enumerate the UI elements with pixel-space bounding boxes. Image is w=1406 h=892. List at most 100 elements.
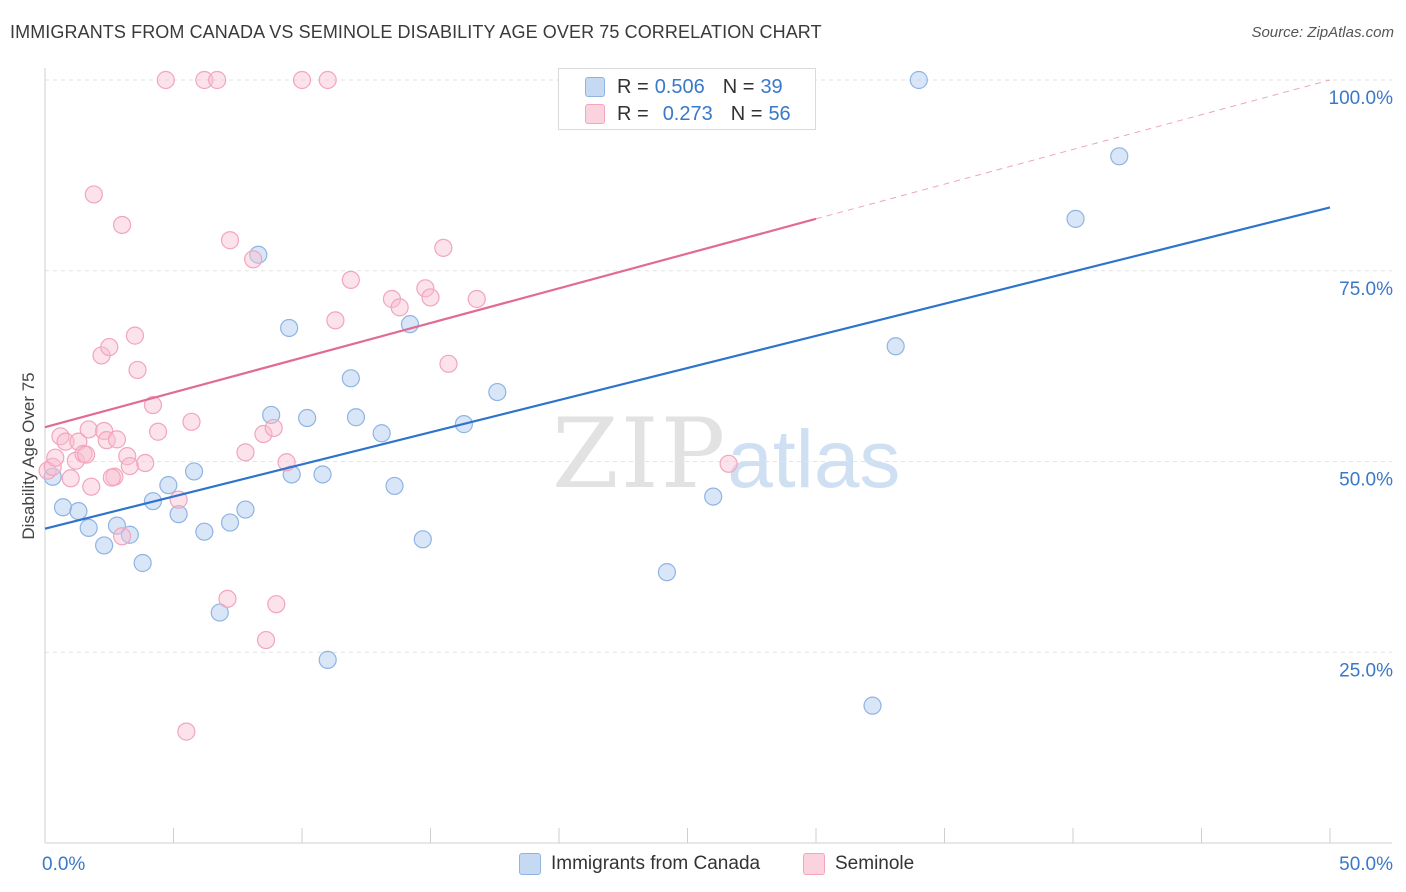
- data-point-canada: [1066, 209, 1085, 228]
- data-point-seminole: [220, 231, 240, 250]
- data-point-canada: [69, 501, 88, 521]
- data-point-canada: [79, 518, 98, 537]
- bottom-legend-canada: Immigrants from Canada: [519, 852, 760, 876]
- chart-title: IMMIGRANTS FROM CANADA VS SEMINOLE DISAB…: [10, 22, 822, 42]
- data-point-seminole: [341, 270, 360, 290]
- data-point-seminole: [326, 311, 345, 330]
- data-point-seminole: [77, 445, 96, 464]
- legend-r-label: R =: [617, 75, 649, 98]
- data-point-canada: [372, 424, 391, 443]
- x-tick-label: 0.0%: [42, 854, 85, 875]
- data-point-seminole: [112, 215, 132, 235]
- data-point-canada: [220, 513, 240, 532]
- bottom-legend-label-canada: Immigrants from Canada: [551, 853, 761, 874]
- data-point-seminole: [267, 595, 286, 614]
- data-point-canada: [184, 462, 204, 481]
- data-point-canada: [313, 465, 332, 484]
- data-point-canada: [120, 525, 139, 544]
- data-point-seminole: [107, 430, 127, 449]
- data-point-seminole: [390, 298, 409, 317]
- data-point-canada: [1110, 147, 1129, 166]
- data-point-seminole: [156, 70, 175, 90]
- y-tick-label: 25.0%: [1339, 660, 1393, 681]
- data-point-seminole: [434, 238, 453, 257]
- bottom-legend-seminole: Seminole: [803, 852, 914, 876]
- data-point-seminole: [102, 468, 121, 487]
- data-point-seminole: [208, 70, 227, 90]
- data-point-seminole: [467, 289, 486, 309]
- data-point-seminole: [292, 70, 312, 90]
- legend-row-seminole: R = 0.273 N = 56: [585, 102, 791, 126]
- data-point-canada: [210, 603, 229, 622]
- data-point-canada: [95, 536, 114, 555]
- data-point-canada: [280, 318, 299, 338]
- data-point-seminole: [256, 630, 276, 650]
- data-point-canada: [886, 337, 905, 356]
- data-point-canada: [53, 498, 73, 517]
- data-point-seminole: [416, 279, 435, 298]
- data-point-seminole: [56, 432, 75, 451]
- legend-n-label: N =: [730, 102, 763, 125]
- y-tick-label: 50.0%: [1339, 470, 1393, 491]
- trend-line-canada: [44, 206, 1331, 530]
- data-point-seminole: [218, 589, 237, 608]
- watermark: ZIPatlas: [552, 398, 900, 510]
- y-axis-label: Disability Age Over 75: [19, 372, 38, 539]
- data-point-canada: [169, 505, 188, 524]
- bottom-legend-label-seminole: Seminole: [835, 853, 915, 874]
- data-point-canada: [236, 500, 255, 519]
- data-point-seminole: [82, 477, 101, 496]
- legend-swatch-seminole: [585, 104, 605, 124]
- data-point-seminole: [318, 70, 337, 90]
- data-point-seminole: [421, 288, 440, 307]
- data-point-seminole: [195, 70, 214, 90]
- bottom-legend-swatch-seminole: [803, 853, 825, 875]
- data-point-canada: [341, 369, 360, 388]
- data-point-seminole: [51, 427, 70, 446]
- data-point-canada: [318, 650, 337, 669]
- data-point-seminole: [439, 354, 458, 373]
- data-point-canada: [704, 487, 723, 506]
- legend-swatch-canada: [585, 77, 605, 97]
- x-tick-label: 50.0%: [1339, 854, 1393, 875]
- legend-r-value: 0.506: [654, 75, 705, 98]
- data-point-seminole: [97, 431, 116, 450]
- data-point-canada: [385, 476, 404, 496]
- data-point-canada: [909, 70, 928, 90]
- data-point-canada: [346, 408, 366, 427]
- source-label: Source: ZipAtlas.com: [1251, 24, 1394, 41]
- y-tick-label: 100.0%: [1329, 88, 1394, 109]
- data-point-seminole: [236, 443, 255, 462]
- data-point-seminole: [254, 424, 273, 444]
- data-point-seminole: [112, 527, 132, 546]
- data-point-seminole: [128, 360, 147, 380]
- data-point-canada: [413, 530, 432, 549]
- correlation-legend: R = 0.506 N = 39 R = 0.273 N = 56: [558, 68, 816, 130]
- data-point-seminole: [79, 420, 98, 439]
- data-point-canada: [657, 563, 677, 582]
- legend-r-value: 0.273: [662, 102, 713, 125]
- data-point-seminole: [125, 326, 145, 345]
- data-point-seminole: [148, 422, 168, 441]
- data-point-seminole: [264, 418, 283, 438]
- data-point-canada: [863, 696, 882, 715]
- data-point-canada: [133, 553, 152, 573]
- legend-n-value: 56: [768, 102, 791, 125]
- data-point-seminole: [719, 454, 738, 473]
- y-tick-label: 75.0%: [1339, 279, 1393, 300]
- data-point-seminole: [143, 395, 163, 415]
- data-point-seminole: [177, 722, 196, 741]
- watermark-atlas: atlas: [727, 414, 901, 505]
- data-point-canada: [298, 408, 317, 428]
- trend-line-dashed-seminole: [815, 79, 1331, 220]
- data-point-seminole: [100, 337, 119, 357]
- data-point-seminole: [182, 412, 201, 431]
- legend-n-value: 39: [760, 75, 783, 98]
- legend-row-canada: R = 0.506 N = 39: [585, 75, 783, 99]
- bottom-legend-swatch-canada: [519, 853, 541, 875]
- data-point-canada: [488, 382, 507, 402]
- data-point-seminole: [120, 456, 139, 476]
- watermark-zip: ZIP: [552, 398, 728, 510]
- data-point-canada: [195, 522, 214, 541]
